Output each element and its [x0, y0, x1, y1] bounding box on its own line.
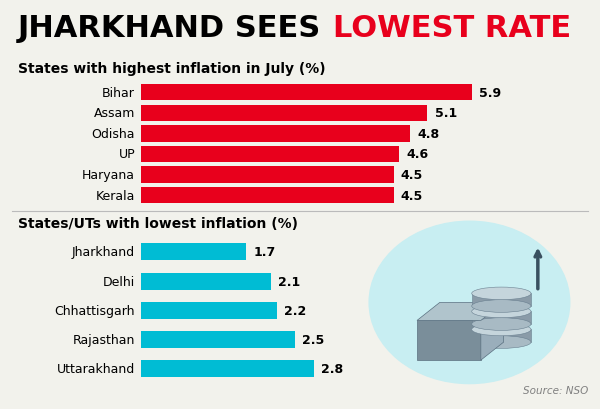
Text: States with highest inflation in July (%): States with highest inflation in July (%…: [18, 62, 326, 76]
Ellipse shape: [472, 336, 531, 348]
Ellipse shape: [369, 222, 570, 384]
Text: Delhi: Delhi: [103, 275, 135, 288]
Text: 4.5: 4.5: [401, 189, 423, 202]
FancyBboxPatch shape: [141, 167, 394, 183]
Ellipse shape: [472, 306, 531, 318]
Bar: [472, 294, 531, 306]
Text: Kerala: Kerala: [95, 189, 135, 202]
Polygon shape: [481, 303, 503, 360]
FancyBboxPatch shape: [141, 146, 399, 163]
Text: 2.2: 2.2: [284, 304, 306, 317]
FancyBboxPatch shape: [141, 126, 410, 142]
Ellipse shape: [472, 288, 531, 300]
FancyBboxPatch shape: [141, 331, 295, 348]
FancyBboxPatch shape: [141, 244, 246, 261]
Text: Odisha: Odisha: [91, 128, 135, 141]
FancyBboxPatch shape: [141, 360, 314, 377]
Text: 2.8: 2.8: [321, 362, 343, 375]
Ellipse shape: [472, 318, 531, 330]
Text: JHARKHAND SEES: JHARKHAND SEES: [18, 14, 332, 43]
Text: Uttarakhand: Uttarakhand: [57, 362, 135, 375]
Text: Rajasthan: Rajasthan: [73, 333, 135, 346]
Text: 2.1: 2.1: [278, 275, 300, 288]
Text: 5.9: 5.9: [479, 87, 502, 99]
FancyBboxPatch shape: [141, 302, 277, 319]
FancyBboxPatch shape: [141, 187, 394, 204]
Bar: [472, 330, 531, 342]
FancyBboxPatch shape: [141, 273, 271, 290]
Text: 4.5: 4.5: [401, 169, 423, 182]
Ellipse shape: [472, 324, 531, 336]
Text: Chhattisgarh: Chhattisgarh: [55, 304, 135, 317]
Text: 4.8: 4.8: [418, 128, 440, 141]
Text: Haryana: Haryana: [82, 169, 135, 182]
Bar: [472, 312, 531, 324]
Text: Assam: Assam: [94, 107, 135, 120]
Text: LOWEST RATE: LOWEST RATE: [333, 14, 571, 43]
Polygon shape: [417, 303, 503, 321]
Ellipse shape: [472, 300, 531, 312]
Text: 1.7: 1.7: [253, 246, 275, 258]
Text: 2.5: 2.5: [302, 333, 325, 346]
FancyBboxPatch shape: [141, 85, 472, 101]
Text: 5.1: 5.1: [434, 107, 457, 120]
Text: States/UTs with lowest inflation (%): States/UTs with lowest inflation (%): [18, 216, 298, 230]
Text: UP: UP: [118, 148, 135, 161]
FancyBboxPatch shape: [141, 106, 427, 122]
Text: Bihar: Bihar: [102, 87, 135, 99]
Text: Jharkhand: Jharkhand: [72, 246, 135, 258]
Text: Source: NSO: Source: NSO: [523, 385, 588, 395]
Polygon shape: [417, 321, 481, 360]
Text: 4.6: 4.6: [406, 148, 428, 161]
